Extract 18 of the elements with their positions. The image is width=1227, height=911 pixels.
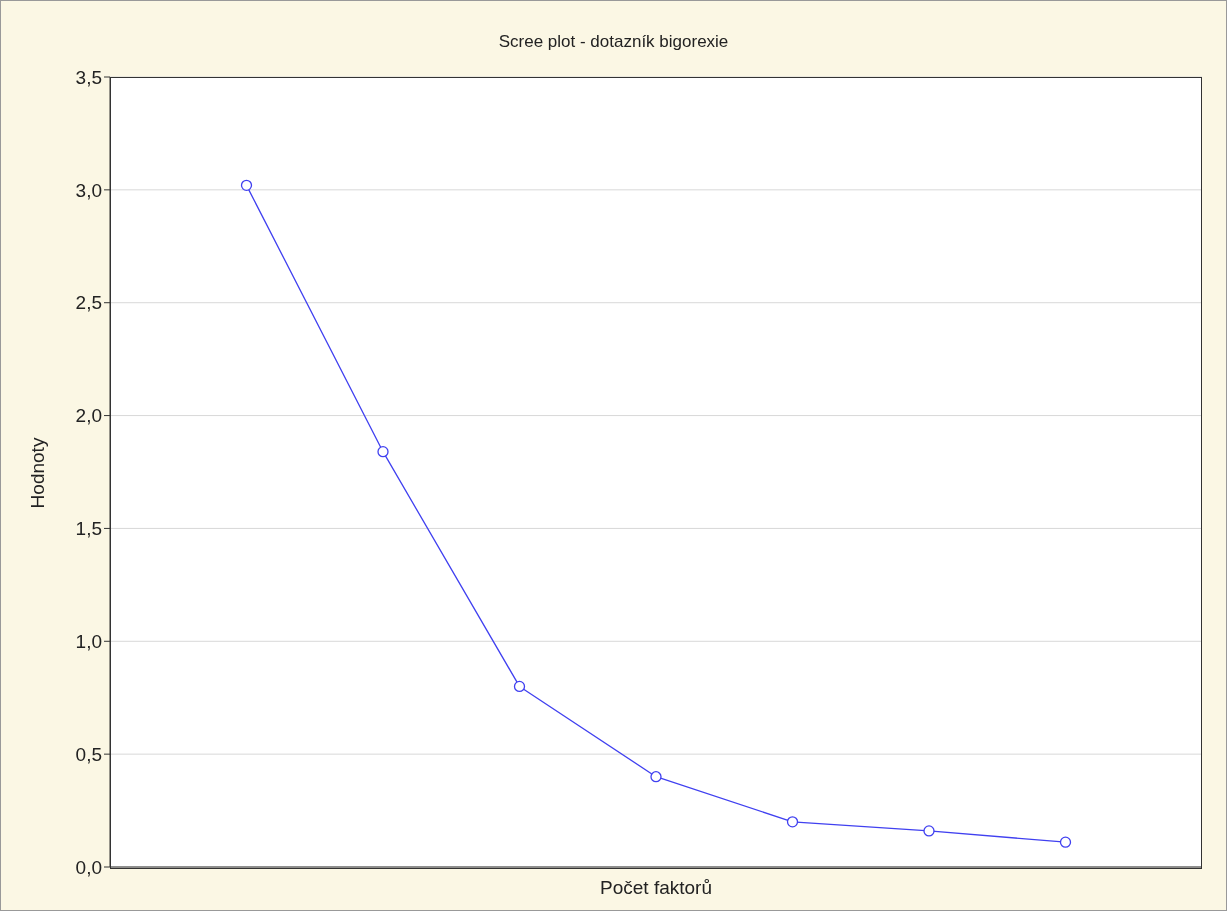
point — [513, 680, 526, 693]
y-tick-label: 1,0 — [75, 631, 102, 653]
y-tick-label: 1,5 — [75, 518, 102, 540]
y-tick-label: 0,0 — [75, 856, 102, 878]
y-tick-label: 3,0 — [75, 179, 102, 201]
point — [1059, 836, 1072, 848]
y-tick-label: 0,5 — [75, 743, 102, 765]
y-tick-label: 3,5 — [75, 66, 102, 88]
x-axis-title: Počet faktorů — [599, 877, 713, 899]
y-tick-label: 2,5 — [75, 292, 102, 314]
point — [240, 179, 253, 191]
y-tick-label: 2,0 — [75, 405, 102, 427]
point — [923, 825, 935, 837]
chart-title: Scree plot - dotazník bigorexie — [497, 32, 730, 52]
y-axis-title: Hodnoty — [27, 437, 49, 508]
point — [786, 816, 799, 828]
point — [377, 446, 389, 458]
point — [650, 771, 662, 783]
